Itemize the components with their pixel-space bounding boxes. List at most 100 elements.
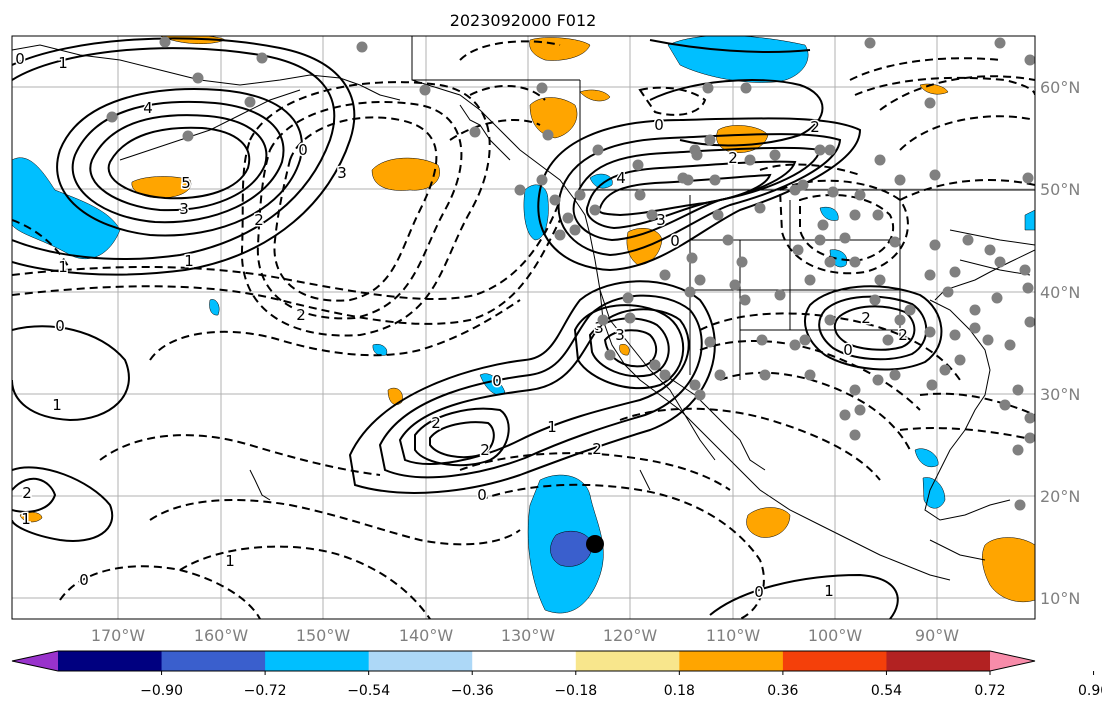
station-dot [962, 234, 974, 246]
lon-label: 140°W [399, 626, 454, 645]
station-dot [982, 334, 994, 346]
station-dot [824, 314, 836, 326]
station-dot [854, 404, 866, 416]
station-dot [714, 369, 726, 381]
contour-label: 4 [143, 99, 153, 117]
colorbar-cells [12, 651, 1035, 671]
contour-label: 4 [616, 169, 626, 187]
contour-label: 2 [810, 118, 820, 136]
contour-label: 1 [21, 510, 31, 528]
colorbar-tick-label: −0.18 [554, 683, 597, 699]
contour-label: 2 [728, 149, 738, 167]
colorbar-cell [886, 651, 991, 671]
station-dot [924, 326, 936, 338]
contour-label: 0 [477, 486, 487, 504]
station-dot [839, 409, 851, 421]
station-dot [106, 111, 118, 123]
station-dot [604, 349, 616, 361]
contour-label: 0 [15, 50, 25, 68]
station-dot [874, 154, 886, 166]
station-dot [684, 286, 696, 298]
station-dot [192, 72, 204, 84]
map-panel: 0 1 4 5 3 0 3 2 1 0 1 2 3 4 3 0 2 2 0 2 … [12, 36, 1035, 619]
colorbar-tick-label: 0.90 [1078, 683, 1102, 699]
station-dot [704, 134, 716, 146]
station-dot [634, 189, 646, 201]
station-dot [536, 82, 548, 94]
station-dot [969, 304, 981, 316]
colorbar-cell [679, 651, 784, 671]
station-dot [686, 252, 698, 264]
contour-label: 1 [184, 252, 194, 270]
lon-label: 110°W [706, 626, 761, 645]
station-dot [942, 286, 954, 298]
station-dot [1022, 172, 1034, 184]
station-dot [889, 369, 901, 381]
station-dot [849, 384, 861, 396]
contour-label: 2 [480, 441, 490, 459]
contour-label: 0 [843, 341, 853, 359]
lon-label: 170°W [91, 626, 146, 645]
station-dot [799, 334, 811, 346]
station-dot [677, 172, 689, 184]
station-dot [894, 174, 906, 186]
station-dot [756, 334, 768, 346]
contour-label: 0 [754, 583, 764, 601]
colorbar-tick-label: 0.72 [974, 683, 1005, 699]
station-dot [702, 82, 714, 94]
contour-label: 1 [52, 396, 62, 414]
colorbar-cell [782, 651, 887, 671]
station-dot [244, 96, 256, 108]
colorbar-cell [58, 651, 163, 671]
station-dot [514, 184, 526, 196]
contour-label: 1 [547, 418, 557, 436]
colorbar-tick-label: −0.36 [451, 683, 494, 699]
station-dot [872, 374, 884, 386]
contour-label: 0 [492, 372, 502, 390]
station-dot [649, 359, 661, 371]
contour-label: 2 [22, 484, 32, 502]
colorbar-ticks: −0.90 −0.72 −0.54 −0.36 −0.18 0.18 0.36 0.54 0.7… [140, 671, 1102, 699]
station-dot [939, 364, 951, 376]
contour-label: 2 [431, 414, 441, 432]
colorbar-cell [161, 651, 266, 671]
station-dot [849, 209, 861, 221]
contour-label: 0 [670, 232, 680, 250]
station-dot [954, 354, 966, 366]
station-dot [740, 82, 752, 94]
station-dot [589, 204, 601, 216]
station-dot [182, 130, 194, 142]
station-dot [632, 159, 644, 171]
station-dot [1012, 444, 1024, 456]
contour-label: 3 [656, 211, 666, 229]
contour-label: 0 [55, 317, 65, 335]
station-dot [739, 294, 751, 306]
station-dot [419, 84, 431, 96]
contour-label: 1 [58, 258, 68, 276]
contour-label: 0 [298, 141, 308, 159]
station-dot [356, 41, 368, 53]
station-dot [792, 244, 804, 256]
station-dot [159, 36, 171, 48]
station-dot [789, 184, 801, 196]
colorbar: −0.90 −0.72 −0.54 −0.36 −0.18 0.18 0.36 0.54 0.7… [11, 650, 1102, 699]
station-dot [542, 129, 554, 141]
station-dot [722, 234, 734, 246]
contour-label: 2 [592, 440, 602, 458]
station-dot [924, 97, 936, 109]
lat-label: 20°N [1040, 487, 1080, 506]
station-dot [659, 269, 671, 281]
station-dot [774, 289, 786, 301]
station-dot [894, 314, 906, 326]
storm-center-marker [586, 535, 604, 553]
lat-label: 50°N [1040, 180, 1080, 199]
station-dot [924, 269, 936, 281]
negative-contours [12, 40, 1035, 619]
station-dot [804, 369, 816, 381]
station-dot [754, 202, 766, 214]
station-dot [904, 304, 916, 316]
station-dot [929, 239, 941, 251]
station-dot [554, 229, 566, 241]
contour-label: 2 [254, 211, 264, 229]
station-dot [1019, 264, 1031, 276]
